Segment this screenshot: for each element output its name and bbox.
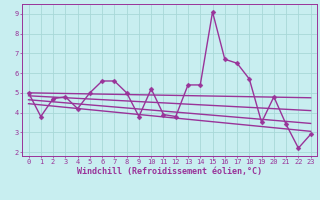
X-axis label: Windchill (Refroidissement éolien,°C): Windchill (Refroidissement éolien,°C) <box>77 167 262 176</box>
